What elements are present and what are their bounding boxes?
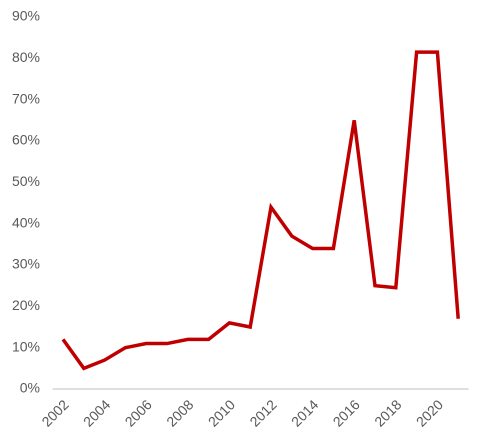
x-tick-label: 2008 bbox=[163, 396, 196, 429]
y-tick-label: 80% bbox=[12, 49, 40, 65]
x-tick-label: 2020 bbox=[413, 396, 446, 429]
y-tick-label: 10% bbox=[12, 338, 40, 354]
x-tick-label: 2002 bbox=[38, 396, 71, 429]
y-tick-label: 50% bbox=[12, 173, 40, 189]
x-tick-label: 2014 bbox=[288, 396, 321, 429]
y-tick-label: 0% bbox=[20, 380, 40, 396]
x-tick-label: 2016 bbox=[330, 396, 363, 429]
y-tick-label: 90% bbox=[12, 8, 40, 24]
x-tick-label: 2006 bbox=[122, 396, 155, 429]
y-tick-label: 30% bbox=[12, 256, 40, 272]
x-tick-label: 2010 bbox=[205, 396, 238, 429]
x-tick-label: 2004 bbox=[80, 396, 113, 429]
y-tick-label: 20% bbox=[12, 297, 40, 313]
x-tick-label: 2018 bbox=[371, 396, 404, 429]
x-tick-label: 2012 bbox=[246, 396, 279, 429]
y-tick-label: 70% bbox=[12, 90, 40, 106]
y-tick-label: 60% bbox=[12, 132, 40, 148]
y-tick-label: 40% bbox=[12, 214, 40, 230]
data-line bbox=[61, 50, 460, 371]
